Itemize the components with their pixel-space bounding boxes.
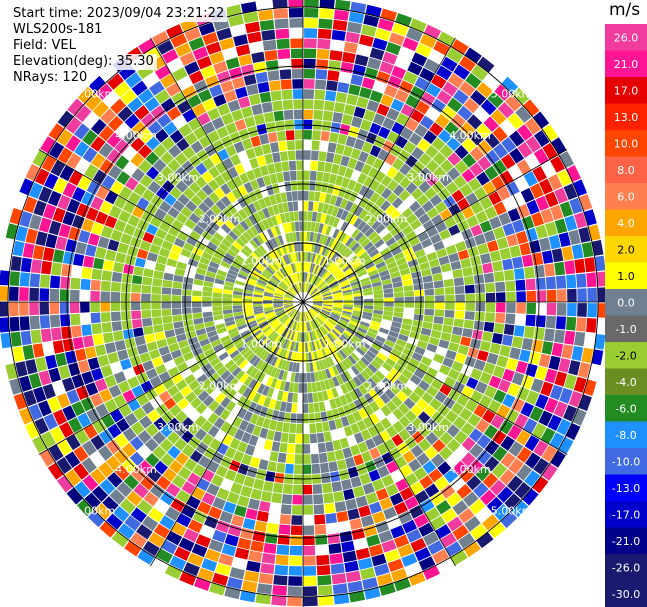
- azimuth-grid-line: [302, 37, 456, 303]
- colorbar-tick-label: 0.0: [617, 296, 635, 309]
- colorbar-tick-label: -21.0: [612, 535, 640, 548]
- colorbar-tick-label: -1.0: [615, 323, 636, 336]
- colorbar-tick-label: -30.0: [612, 588, 640, 601]
- start-time-label: Start time: 2023/09/04 23:21:22: [10, 6, 228, 22]
- range-ring-label: 2.00km: [199, 213, 241, 226]
- ppi-scan-plot: 1.00km 1.00km 1.00km 1.00km 2.00km 2.00km 2.00…: [0, 0, 605, 607]
- range-ring-label: 3.00km: [407, 421, 449, 434]
- azimuth-grid-line: [38, 149, 304, 303]
- colorbar-tick-label: 26.0: [614, 31, 639, 44]
- range-ring-labels: 1.00km 1.00km 1.00km 1.00km 2.00km 2.00km 2.00…: [74, 87, 533, 517]
- ray-grid-lines: [0, 0, 605, 607]
- colorbar-tick-label: 6.0: [617, 190, 635, 203]
- azimuth-grid-line: [150, 37, 304, 303]
- range-ring-label: 5.00km: [491, 87, 533, 100]
- azimuth-grid-line: [302, 149, 568, 303]
- colorbar-tick-label: -10.0: [612, 455, 640, 468]
- colorbar-tick-label: -13.0: [612, 482, 640, 495]
- colorbar-segment: [605, 236, 647, 263]
- range-ring-label: 2.00km: [366, 213, 408, 226]
- colorbar-tick-label: 1.0: [617, 270, 635, 283]
- range-ring-label: 3.00km: [407, 171, 449, 184]
- elevation-label: Elevation(deg): 35.30: [10, 54, 157, 70]
- colorbar-segment: [605, 183, 647, 210]
- colorbar-tick-label: 21.0: [614, 58, 639, 71]
- range-ring-label: 3.00km: [157, 421, 199, 434]
- range-ring: [184, 183, 422, 421]
- range-ring: [66, 65, 540, 539]
- range-ring-label: 1.00km: [324, 254, 366, 267]
- colorbar-tick-label: 8.0: [617, 164, 635, 177]
- velocity-sectors: [0, 0, 605, 607]
- range-ring-label: 4.00km: [115, 463, 157, 476]
- range-ring-label: 4.00km: [449, 463, 491, 476]
- colorbar-segment: [605, 103, 647, 131]
- range-ring-label: 4.00km: [115, 129, 157, 142]
- colorbar-segment: [605, 209, 647, 237]
- colorbar-segment: [605, 527, 647, 555]
- colorbar-tick-label: -2.0: [615, 349, 636, 362]
- colorbar-segment: [605, 156, 647, 184]
- colorbar-tick-label: -6.0: [615, 402, 636, 415]
- colorbar-segment: [605, 342, 647, 369]
- colorbar-segment: [605, 554, 647, 581]
- azimuth-grid-line: [150, 301, 304, 567]
- colorbar-segment: [605, 77, 647, 104]
- colorbar-segment: [605, 501, 647, 528]
- colorbar-segment: [605, 580, 647, 607]
- range-ring-label: 5.00km: [74, 505, 116, 518]
- instrument-label: WLS200s-181: [10, 22, 106, 38]
- range-ring-label: 4.00km: [449, 129, 491, 142]
- range-ring-label: 3.00km: [157, 171, 199, 184]
- colorbar-segment: [605, 262, 647, 290]
- range-ring-label: 5.00km: [491, 505, 533, 518]
- colorbar-segment: [605, 395, 647, 422]
- colorbar-tick-label: -17.0: [612, 508, 640, 521]
- range-ring-label: 2.00km: [366, 379, 408, 392]
- range-ring: [7, 6, 599, 598]
- colorbar-tick-label: 10.0: [614, 137, 639, 150]
- colorbar-segment: [605, 448, 647, 475]
- colorbar-segment: [605, 474, 647, 502]
- range-ring: [125, 124, 481, 480]
- colorbar-segment: [605, 50, 647, 78]
- colorbar-tick-label: -8.0: [615, 429, 636, 442]
- colorbar-segment: [605, 24, 647, 51]
- velocity-colorbar: 26.0 21.0 17.0 13.0 10.0 8.0 6.0 4.0 2.0 1.0 0.0 -1…: [605, 24, 647, 607]
- colorbar-segment: [605, 289, 647, 316]
- colorbar-tick-label: -26.0: [612, 561, 640, 574]
- colorbar-tick-label: 17.0: [614, 84, 639, 97]
- azimuth-grid-line: [302, 301, 456, 567]
- azimuth-grid-line: [38, 301, 304, 455]
- colorbar-segment: [605, 130, 647, 157]
- colorbar-tick-label: 13.0: [614, 111, 639, 124]
- colorbar-tick-label: -4.0: [615, 376, 636, 389]
- range-ring-label: 1.00km: [241, 254, 283, 267]
- colorbar-segment: [605, 368, 647, 396]
- nrays-label: NRays: 120: [10, 70, 91, 86]
- range-rings: [7, 6, 599, 598]
- colorbar-segment: [605, 315, 647, 343]
- range-ring-label: 2.00km: [199, 379, 241, 392]
- colorbar-tick-label: 4.0: [617, 217, 635, 230]
- colorbar-segment: [605, 421, 647, 449]
- field-label: Field: VEL: [10, 38, 79, 54]
- range-ring-label: 1.00km: [241, 338, 283, 351]
- colorbar-tick-label: 2.0: [617, 243, 635, 256]
- range-ring-label: 5.00km: [74, 87, 116, 100]
- colorbar-unit: m/s: [609, 0, 641, 20]
- azimuth-grid-line: [302, 301, 568, 455]
- range-ring-label: 1.00km: [324, 338, 366, 351]
- range-ring: [243, 242, 363, 362]
